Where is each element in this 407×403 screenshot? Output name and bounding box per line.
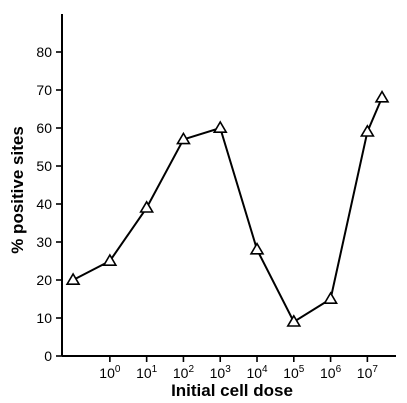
x-ticks: 100 101 102 103 104 105 106 107: [99, 356, 378, 381]
x-tick-label: 106: [320, 364, 342, 381]
y-tick-label: 40: [36, 196, 52, 212]
x-tick-label: 103: [210, 364, 232, 381]
x-tick-label: 102: [173, 364, 195, 381]
y-tick-label: 20: [36, 272, 52, 288]
data-point-triangle: [139, 200, 155, 213]
data-point-triangle: [212, 120, 228, 133]
data-point-triangle: [176, 131, 191, 145]
x-tick-label: 107: [357, 364, 379, 381]
y-tick-label: 80: [36, 44, 52, 60]
y-tick-label: 50: [36, 158, 52, 174]
data-point-triangle: [65, 272, 81, 286]
y-tick-label: 60: [36, 120, 52, 136]
y-tick-label: 0: [44, 348, 52, 364]
data-point-triangle: [286, 314, 302, 327]
x-tick-label: 100: [99, 364, 121, 381]
x-tick-label: 104: [246, 364, 268, 381]
series-line: [72, 97, 383, 324]
x-tick-label: 105: [283, 364, 305, 381]
y-tick-label: 10: [36, 310, 52, 326]
x-axis-title: Initial cell dose: [171, 381, 293, 400]
y-tick-label: 30: [36, 234, 52, 250]
data-point-triangle: [323, 291, 338, 305]
x-tick-label: 101: [136, 364, 158, 381]
series: [65, 90, 390, 327]
data-point-triangle: [249, 242, 265, 255]
y-axis-title: % positive sites: [8, 126, 27, 254]
y-tick-label: 70: [36, 82, 52, 98]
data-point-triangle: [359, 124, 375, 137]
y-ticks: 0 10 20 30 40 50 60 70 80: [36, 44, 62, 364]
axes: [61, 14, 396, 357]
data-point-triangle: [102, 253, 118, 267]
data-point-triangle: [374, 90, 390, 103]
